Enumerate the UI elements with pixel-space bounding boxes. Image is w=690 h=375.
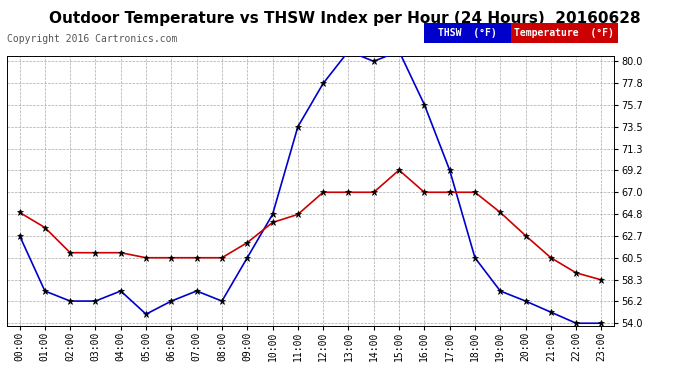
Text: THSW  (°F): THSW (°F) [438, 28, 497, 38]
Text: Copyright 2016 Cartronics.com: Copyright 2016 Cartronics.com [7, 34, 177, 44]
Text: Temperature  (°F): Temperature (°F) [514, 28, 614, 38]
Text: Outdoor Temperature vs THSW Index per Hour (24 Hours)  20160628: Outdoor Temperature vs THSW Index per Ho… [49, 11, 641, 26]
